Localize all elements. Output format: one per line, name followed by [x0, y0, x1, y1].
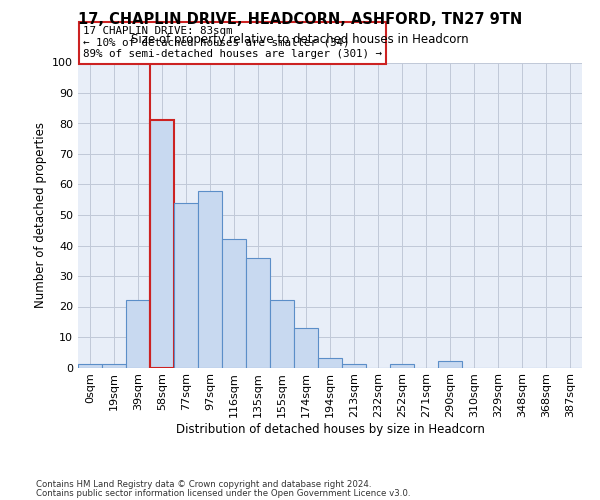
Bar — [342, 364, 366, 368]
X-axis label: Distribution of detached houses by size in Headcorn: Distribution of detached houses by size … — [176, 423, 484, 436]
Bar — [222, 240, 246, 368]
Bar — [78, 364, 102, 368]
Bar — [246, 258, 270, 368]
Text: Contains public sector information licensed under the Open Government Licence v3: Contains public sector information licen… — [36, 489, 410, 498]
Bar — [390, 364, 414, 368]
Bar — [438, 362, 462, 368]
Bar — [318, 358, 342, 368]
Bar — [126, 300, 150, 368]
Bar — [294, 328, 318, 368]
Bar — [270, 300, 294, 368]
Text: 17, CHAPLIN DRIVE, HEADCORN, ASHFORD, TN27 9TN: 17, CHAPLIN DRIVE, HEADCORN, ASHFORD, TN… — [78, 12, 522, 28]
Bar — [150, 120, 174, 368]
Bar — [174, 203, 198, 368]
Text: Size of property relative to detached houses in Headcorn: Size of property relative to detached ho… — [131, 32, 469, 46]
Bar — [198, 190, 222, 368]
Text: 17 CHAPLIN DRIVE: 83sqm
← 10% of detached houses are smaller (34)
89% of semi-de: 17 CHAPLIN DRIVE: 83sqm ← 10% of detache… — [83, 26, 382, 60]
Text: Contains HM Land Registry data © Crown copyright and database right 2024.: Contains HM Land Registry data © Crown c… — [36, 480, 371, 489]
Y-axis label: Number of detached properties: Number of detached properties — [34, 122, 47, 308]
Bar — [102, 364, 126, 368]
